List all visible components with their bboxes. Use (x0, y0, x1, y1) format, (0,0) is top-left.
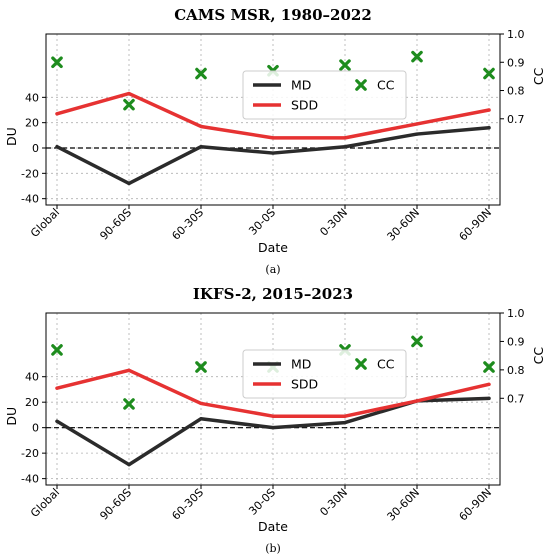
x-tick-label: 30-60N (385, 206, 423, 244)
series-md-point (343, 145, 347, 149)
legend-md-label: MD (291, 78, 311, 93)
series-md-point (415, 132, 419, 136)
legend: MD SDD CC (242, 70, 407, 120)
series-cc-marker (51, 344, 63, 356)
y2-axis-label: CC (531, 347, 546, 365)
y-tick-label: -40 (21, 193, 39, 206)
y2-tick-label: 1.0 (507, 28, 525, 41)
series-md-point (199, 145, 203, 149)
y2-tick-label: 0.7 (507, 113, 525, 126)
y-axis-label: DU (4, 407, 19, 426)
series-cc-marker (411, 335, 423, 348)
series-cc-marker (123, 398, 135, 410)
legend-md-label: MD (291, 357, 311, 372)
series-md-point (271, 151, 275, 155)
y-tick-label: -20 (21, 167, 39, 180)
chart-panel-0: CAMS MSR, 1980–2022 -40 -20 0 20 40 0.7 0.8 0.9 1… (4, 6, 546, 276)
series-sdd-point (271, 414, 275, 418)
series-sdd-point (415, 399, 419, 403)
y-tick-label: 40 (25, 91, 39, 104)
x-tick-label: 0-30N (317, 486, 350, 519)
series-sdd-point (127, 91, 131, 96)
series-md-point (127, 181, 131, 186)
y2-tick-label: 0.8 (507, 364, 525, 377)
y-tick-label: -40 (21, 473, 39, 486)
series-md-point (487, 396, 491, 400)
x-tick-label: 30-0S (246, 206, 278, 238)
x-axis-label: Date (258, 519, 288, 534)
series-cc-marker (411, 50, 423, 63)
series-md-point (487, 126, 491, 130)
y2-tick-label: 0.8 (507, 85, 525, 98)
x-tick-label: Global (28, 206, 62, 240)
series-sdd-point (343, 136, 347, 140)
x-tick-label: 60-90N (457, 206, 495, 244)
x-tick-label: 90-60S (97, 486, 134, 523)
legend: MD SDD CC (242, 349, 407, 399)
y2-tick-label: 0.9 (507, 56, 525, 69)
legend-sdd-label: SDD (291, 98, 318, 113)
series-cc-marker (339, 59, 351, 71)
series-sdd-point (55, 386, 59, 390)
series-cc-marker (483, 361, 495, 373)
series-md-point (343, 420, 347, 425)
x-tick-label: Global (28, 486, 62, 520)
series-md-point (55, 419, 59, 423)
legend-cc-label: CC (377, 78, 395, 93)
series-md-point (55, 145, 59, 149)
y-tick-label: 40 (25, 371, 39, 384)
series-md-point (127, 463, 131, 467)
series-cc-marker (123, 98, 135, 111)
y-axis-label: DU (4, 127, 19, 146)
y2-axis-label: CC (531, 67, 546, 85)
x-tick-label: 60-30S (169, 206, 206, 243)
y2-tick-label: 0.9 (507, 335, 525, 348)
x-tick-label: 30-0S (246, 486, 278, 518)
y2-tick-label: 0.7 (507, 392, 525, 405)
x-tick-label: 30-60N (385, 486, 423, 524)
chart-panel-1: IKFS-2, 2015–2023 -40 -20 0 20 40 0.7 0.8 0.9 1.0… (4, 285, 546, 555)
series-sdd-point (55, 112, 59, 116)
series-sdd-point (487, 382, 491, 386)
panel-caption: (a) (265, 263, 280, 276)
y-tick-label: 0 (32, 142, 39, 155)
series-sdd-point (487, 108, 491, 112)
chart-title: CAMS MSR, 1980–2022 (174, 6, 372, 24)
series-md-point (199, 417, 203, 421)
panel-caption: (b) (265, 542, 281, 555)
series-cc-marker (51, 56, 63, 69)
legend-cc-swatch (355, 79, 367, 91)
x-axis-label: Date (258, 240, 288, 255)
y-tick-label: -20 (21, 447, 39, 460)
series-sdd-point (343, 414, 347, 418)
x-tick-label: 0-30N (317, 206, 350, 239)
series-sdd-point (271, 136, 275, 140)
y-tick-label: 20 (25, 396, 39, 409)
y-tick-label: 0 (32, 422, 39, 435)
chart-title: IKFS-2, 2015–2023 (193, 285, 353, 303)
x-tick-label: 90-60S (97, 206, 134, 243)
legend-sdd-label: SDD (291, 377, 318, 392)
series-cc-marker (195, 361, 207, 373)
series-cc-marker (195, 67, 207, 80)
series-sdd-point (415, 122, 419, 126)
legend-cc-label: CC (377, 357, 395, 372)
series-sdd-point (199, 124, 203, 129)
series-sdd-point (127, 368, 131, 372)
y-tick-label: 20 (25, 117, 39, 130)
x-tick-label: 60-90N (457, 486, 495, 524)
series-cc-marker (483, 67, 495, 80)
x-tick-label: 60-30S (169, 486, 206, 523)
series-sdd-point (199, 401, 203, 406)
series-md-point (271, 426, 275, 430)
y2-tick-label: 1.0 (507, 307, 525, 320)
legend-cc-swatch (355, 358, 367, 370)
